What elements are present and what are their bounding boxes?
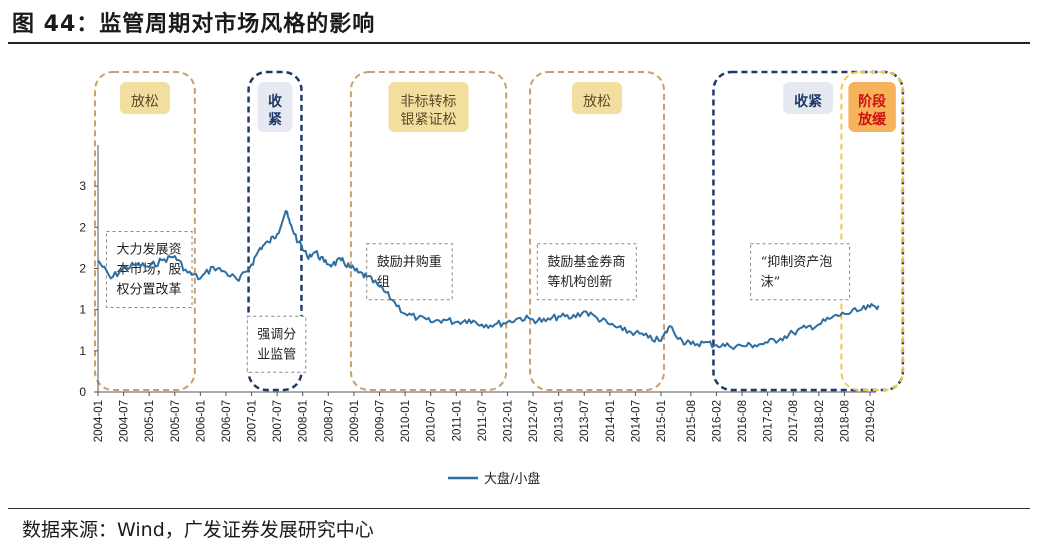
- y-tick-label: 1: [79, 303, 86, 317]
- annotation-text-1: 强调分: [257, 327, 296, 342]
- x-tick-label: 2018-08: [839, 400, 851, 442]
- annotation-text-2: 鼓励并购重: [377, 254, 442, 270]
- period-label-bg-0: [119, 82, 170, 114]
- x-tick-label: 2013-07: [579, 400, 591, 442]
- period-label-2: 非标转标: [401, 94, 457, 110]
- x-tick-label: 2010-07: [426, 400, 438, 442]
- x-tick-label: 2014-01: [605, 400, 617, 442]
- period-label-3: 放松: [583, 94, 611, 110]
- x-tick-label: 2004-07: [119, 400, 131, 442]
- period-label-2: 银紧证松: [401, 112, 457, 128]
- x-tick-label: 2017-08: [788, 400, 800, 442]
- period-label-bg-3: [572, 82, 623, 114]
- period-box-2: [349, 71, 508, 391]
- period-box-1: [247, 70, 303, 392]
- annotation-box-2: [366, 243, 453, 301]
- x-tick-label: 2009-07: [375, 400, 387, 442]
- series-line-0: [97, 209, 880, 351]
- period-label-0: 放松: [131, 94, 159, 110]
- x-tick-label: 2018-02: [814, 400, 826, 442]
- x-tick-label: 2015-01: [656, 400, 668, 442]
- x-tick-label: 2016-02: [711, 400, 723, 442]
- legend-label: 大盘/小盘: [484, 471, 540, 487]
- x-tick-label: 2016-08: [737, 400, 749, 442]
- annotation-text-0: 权分置改革: [117, 281, 182, 297]
- series-layer: [97, 209, 880, 351]
- source-rule: [8, 508, 1030, 509]
- annotation-box-4: [750, 243, 851, 301]
- x-tick-label: 2006-07: [221, 400, 233, 442]
- x-tick-label: 2007-01: [247, 400, 259, 442]
- x-tick-label: 2015-08: [686, 400, 698, 442]
- x-tick-label: 2008-01: [298, 400, 310, 442]
- annotation-box-1: [246, 315, 307, 373]
- period-label-bg-5: [848, 82, 896, 132]
- x-tick-label: 2012-07: [528, 400, 540, 442]
- source-note: 数据来源：Wind，广发证券发展研究中心: [22, 519, 374, 541]
- annotations-layer: 大力发展资本市场，股权分置改革强调分业监管鼓励并购重组鼓励基金券商等机构创新“抑…: [106, 230, 851, 373]
- annotation-text-3: 等机构创新: [547, 274, 612, 290]
- x-tick-label: 2006-01: [195, 400, 207, 442]
- y-tick-label: 3: [79, 179, 86, 193]
- period-box-5: [840, 71, 904, 391]
- period-label-5: 放缓: [857, 111, 887, 128]
- x-tick-label: 2005-01: [144, 400, 156, 442]
- x-tick-label: 2019-02: [865, 400, 877, 442]
- annotation-text-0: 大力发展资: [117, 241, 182, 257]
- x-tick-label: 2011-01: [451, 400, 463, 441]
- period-box-3: [529, 71, 666, 391]
- annotation-box-3: [536, 243, 637, 301]
- annotation-text-0: 本市场，股: [117, 261, 182, 277]
- period-label-bg-2: [388, 82, 469, 132]
- x-tick-label: 2013-01: [554, 400, 566, 442]
- x-tick-label: 2009-01: [349, 400, 361, 442]
- x-tick-label: 2017-02: [763, 400, 775, 442]
- legend-layer: 大盘/小盘: [448, 471, 540, 487]
- figure-title: 图 44：监管周期对市场风格的影响: [12, 12, 376, 37]
- period-label-bg-4: [783, 82, 834, 114]
- x-tick-label: 2011-07: [477, 400, 489, 441]
- x-tick-label: 2010-01: [400, 400, 412, 442]
- annotation-text-3: 鼓励基金券商: [547, 254, 625, 270]
- y-tick-label: 2: [79, 262, 86, 276]
- annotation-text-4: “抑制资产泡: [761, 255, 833, 270]
- period-box-0: [94, 71, 196, 391]
- period-label-4: 收紧: [794, 93, 822, 110]
- x-tick-label: 2014-07: [630, 400, 642, 442]
- y-tick-label: 0: [79, 385, 86, 399]
- x-tick-label: 2008-07: [323, 400, 335, 442]
- annotation-text-1: 业监管: [257, 347, 296, 362]
- axes-layer: 0 1 1 2 2 3 2004-01 2004-07 2005-01 2005-07 2006-0…: [79, 145, 877, 442]
- period-label-1: 收: [268, 93, 283, 110]
- title-rule: [8, 42, 1030, 44]
- x-tick-label: 2005-07: [170, 400, 182, 442]
- annotation-text-4: 沫”: [761, 275, 781, 290]
- y-tick-label: 2: [79, 220, 86, 234]
- period-label-1: 紧: [268, 112, 282, 128]
- x-tick-label: 2012-01: [502, 400, 514, 442]
- period-label-bg-1: [257, 82, 293, 132]
- x-tick-label: 2007-07: [272, 400, 284, 442]
- y-tick-label: 1: [79, 344, 86, 358]
- period-label-5: 阶段: [858, 93, 886, 110]
- x-tick-label: 2004-01: [93, 400, 105, 442]
